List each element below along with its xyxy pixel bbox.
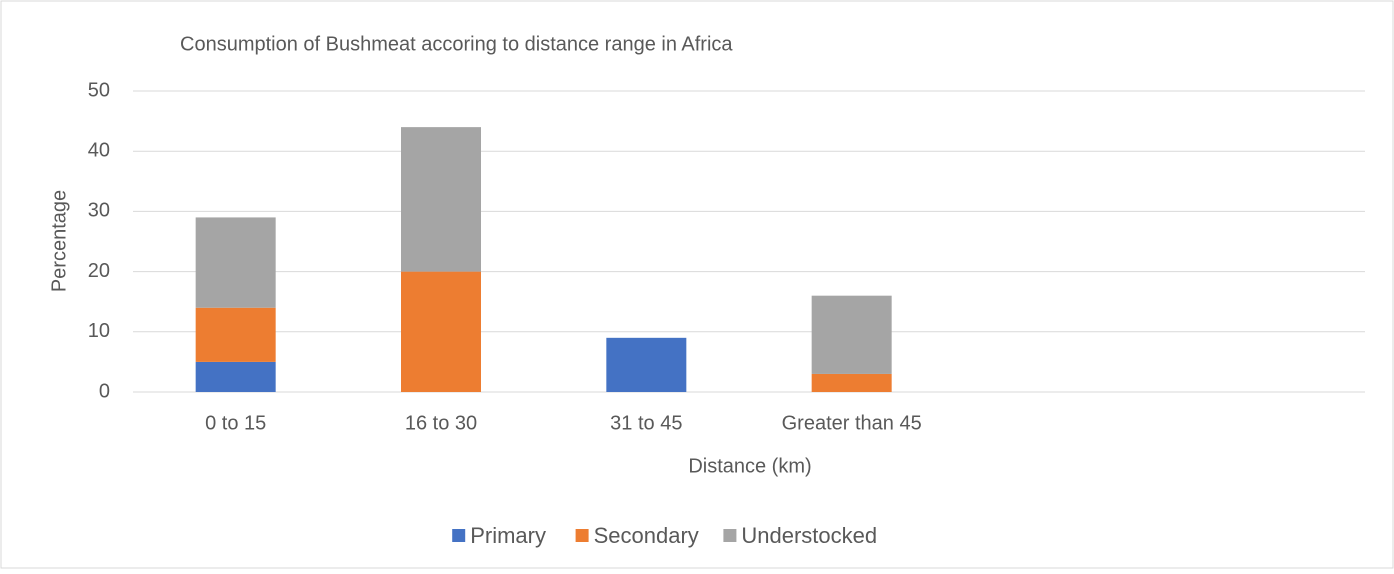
y-tick-label: 30 [88,200,110,222]
bar-segment [401,127,481,272]
y-tick-label: 10 [88,320,110,342]
chart-title: Consumption of Bushmeat accoring to dist… [180,33,733,55]
legend-label: Secondary [594,523,699,548]
legend-label: Understocked [741,523,877,548]
bar-segment [195,307,276,362]
y-tick-label: 50 [88,79,110,101]
bar-segment [606,337,687,392]
bar-segment [195,361,276,392]
x-tick-label: 31 to 45 [610,412,682,434]
x-tick-label: 0 to 15 [205,412,266,434]
y-tick-label: 40 [88,139,110,161]
bar-segment [401,271,481,392]
legend-swatch [452,529,466,542]
x-axis-label: Distance (km) [688,455,811,477]
legend-swatch [575,529,589,542]
legend-swatch [723,529,737,542]
y-axis-label: Percentage [48,190,70,292]
legend-label: Primary [470,523,546,548]
bar-segment [811,373,892,392]
bar-segment [811,295,892,374]
y-tick-label: 0 [99,380,110,402]
x-tick-label: 16 to 30 [405,412,477,434]
bar-segment [195,217,276,308]
x-tick-label: Greater than 45 [782,412,922,434]
y-tick-label: 20 [88,260,110,282]
